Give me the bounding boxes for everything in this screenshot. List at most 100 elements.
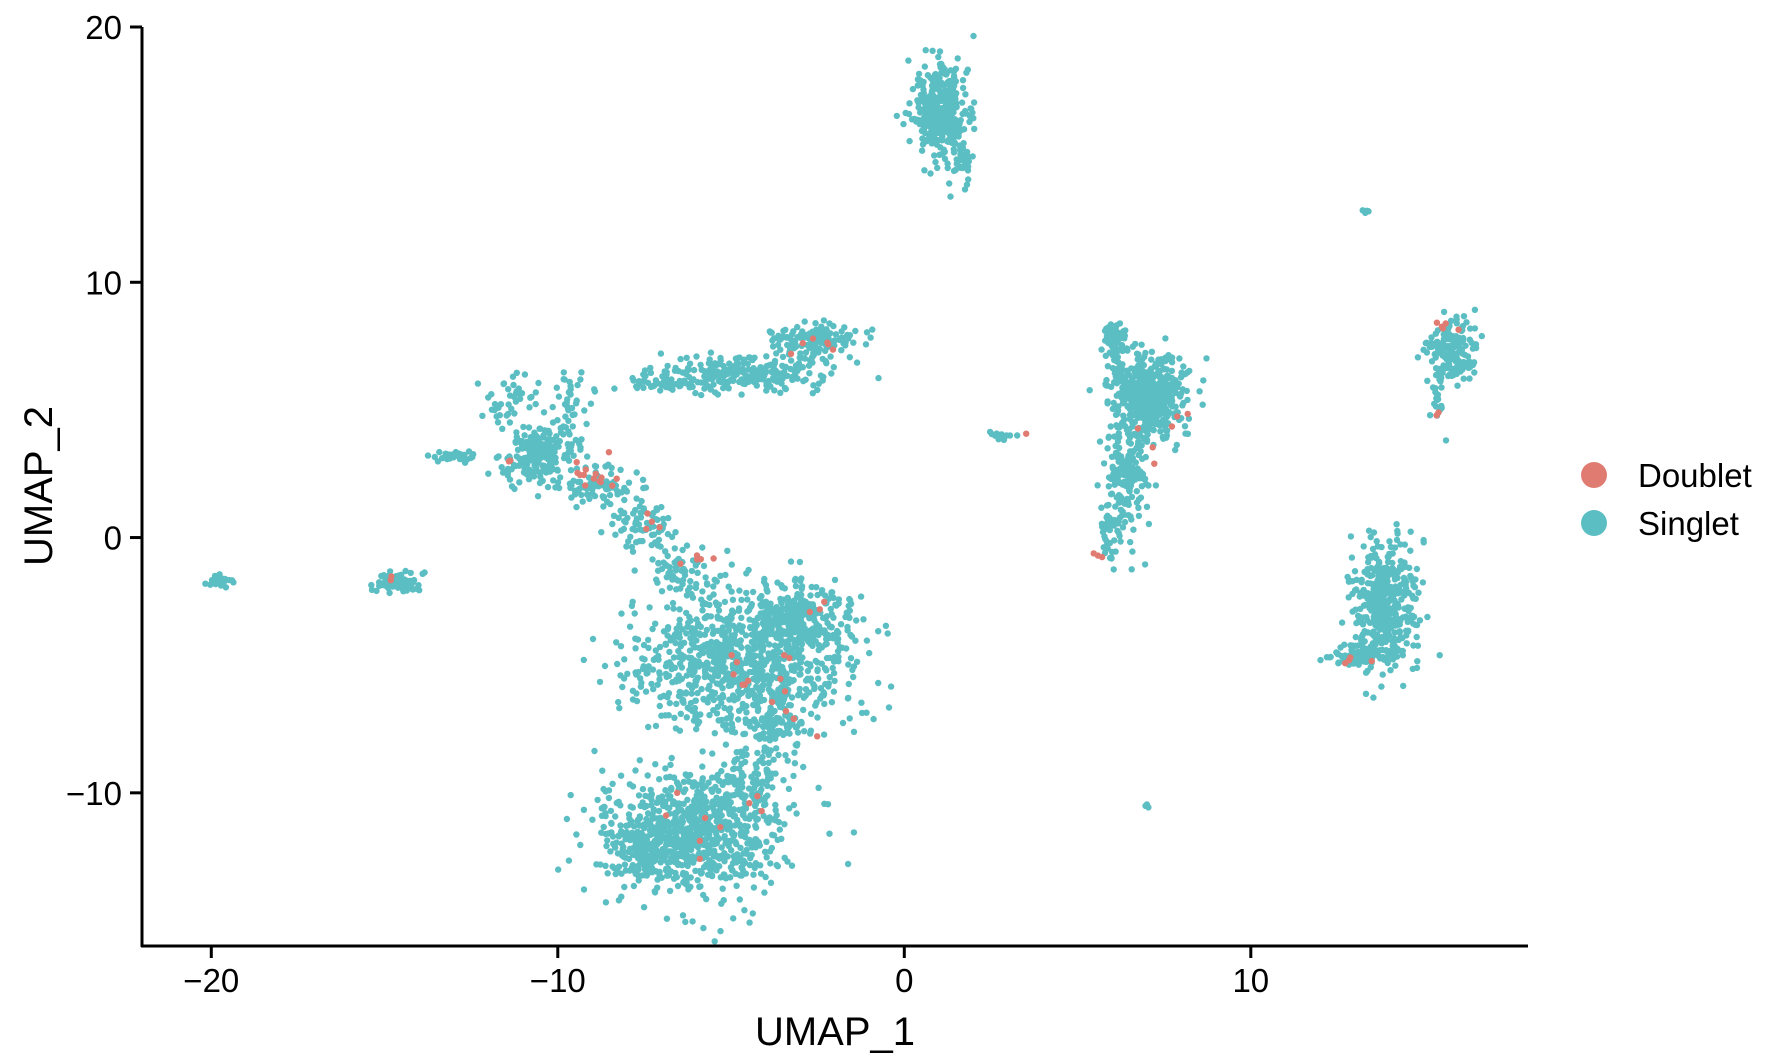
singlet-point — [781, 612, 788, 620]
singlet-point — [589, 816, 596, 823]
singlet-point — [757, 374, 764, 381]
singlet-point — [1400, 682, 1407, 690]
singlet-point — [682, 918, 689, 926]
singlet-point — [1407, 528, 1414, 535]
singlet-point — [1449, 372, 1456, 379]
singlet-point — [706, 827, 713, 834]
singlet-point — [906, 137, 913, 145]
singlet-point — [635, 792, 643, 799]
singlet-point — [633, 690, 640, 697]
singlet-point — [640, 384, 647, 391]
singlet-point — [738, 628, 746, 635]
singlet-point — [928, 140, 935, 147]
singlet-point — [777, 389, 784, 396]
singlet-point — [814, 667, 821, 675]
singlet-point — [662, 641, 670, 648]
singlet-point — [652, 620, 659, 627]
singlet-point — [665, 672, 673, 679]
singlet-point — [1180, 363, 1187, 370]
singlet-point — [676, 621, 683, 628]
singlet-point — [1102, 535, 1109, 543]
singlet-point — [1357, 642, 1365, 649]
singlet-point — [693, 580, 700, 588]
singlet-point — [807, 592, 814, 599]
singlet-point — [922, 47, 929, 54]
singlet-point — [723, 791, 731, 798]
singlet-point — [1115, 430, 1123, 437]
singlet-point — [606, 491, 614, 499]
singlet-point — [615, 897, 623, 904]
singlet-point — [1391, 629, 1398, 636]
singlet-point — [845, 661, 852, 668]
singlet-point — [636, 503, 644, 510]
singlet-point — [813, 584, 820, 591]
singlet-point — [721, 834, 728, 842]
singlet-point — [1364, 667, 1371, 675]
singlet-point — [1180, 399, 1187, 407]
singlet-point — [1347, 533, 1355, 540]
singlet-point — [722, 571, 729, 579]
singlet-point — [657, 350, 665, 357]
singlet-point — [1369, 644, 1376, 651]
singlet-point — [403, 587, 410, 594]
singlet-point — [807, 710, 815, 717]
singlet-point — [1361, 628, 1368, 635]
singlet-point — [823, 613, 831, 620]
singlet-point — [1125, 501, 1132, 508]
singlet-point — [1127, 538, 1134, 546]
singlet-point — [1389, 550, 1396, 557]
singlet-point — [1168, 375, 1175, 382]
singlet-point — [752, 670, 760, 677]
singlet-point — [678, 640, 686, 648]
singlet-point — [738, 832, 745, 839]
singlet-point — [761, 848, 769, 855]
singlet-point — [721, 372, 728, 379]
singlet-point — [1413, 565, 1421, 573]
singlet-point — [721, 818, 728, 826]
singlet-point — [701, 385, 708, 392]
singlet-point — [753, 816, 760, 823]
singlet-point — [968, 105, 975, 113]
singlet-point — [850, 339, 857, 346]
singlet-point — [1108, 453, 1116, 460]
singlet-point — [580, 886, 588, 893]
singlet-point — [1098, 504, 1105, 511]
singlet-point — [1427, 339, 1435, 347]
singlet-point — [796, 558, 804, 566]
singlet-point — [698, 391, 705, 399]
singlet-point — [814, 714, 821, 721]
singlet-point — [1094, 482, 1101, 489]
singlet-point — [1379, 634, 1387, 641]
singlet-point — [617, 466, 624, 473]
singlet-point — [729, 692, 737, 699]
singlet-point — [591, 747, 598, 755]
singlet-point — [626, 623, 634, 630]
singlet-point — [1116, 532, 1123, 540]
singlet-point — [929, 47, 936, 54]
singlet-point — [688, 803, 695, 810]
singlet-point — [780, 731, 787, 739]
singlet-point — [825, 680, 832, 687]
singlet-point — [1128, 365, 1135, 372]
singlet-point — [709, 750, 716, 757]
singlet-point — [1123, 372, 1130, 380]
singlet-point — [965, 176, 972, 183]
singlet-point — [846, 354, 853, 361]
singlet-point — [919, 141, 927, 148]
singlet-point — [1130, 381, 1137, 388]
singlet-point — [1003, 432, 1010, 439]
singlet-point — [664, 552, 671, 560]
singlet-point — [775, 751, 782, 759]
singlet-point — [932, 158, 939, 166]
singlet-point — [757, 610, 764, 617]
singlet-point — [661, 368, 668, 375]
singlet-point — [1086, 387, 1093, 394]
singlet-point — [925, 95, 932, 102]
singlet-point — [698, 366, 705, 373]
singlet-point — [833, 602, 840, 609]
singlet-point — [727, 367, 734, 375]
singlet-point — [726, 678, 733, 685]
singlet-point — [914, 76, 922, 83]
singlet-point — [835, 629, 842, 636]
singlet-point — [576, 485, 583, 492]
